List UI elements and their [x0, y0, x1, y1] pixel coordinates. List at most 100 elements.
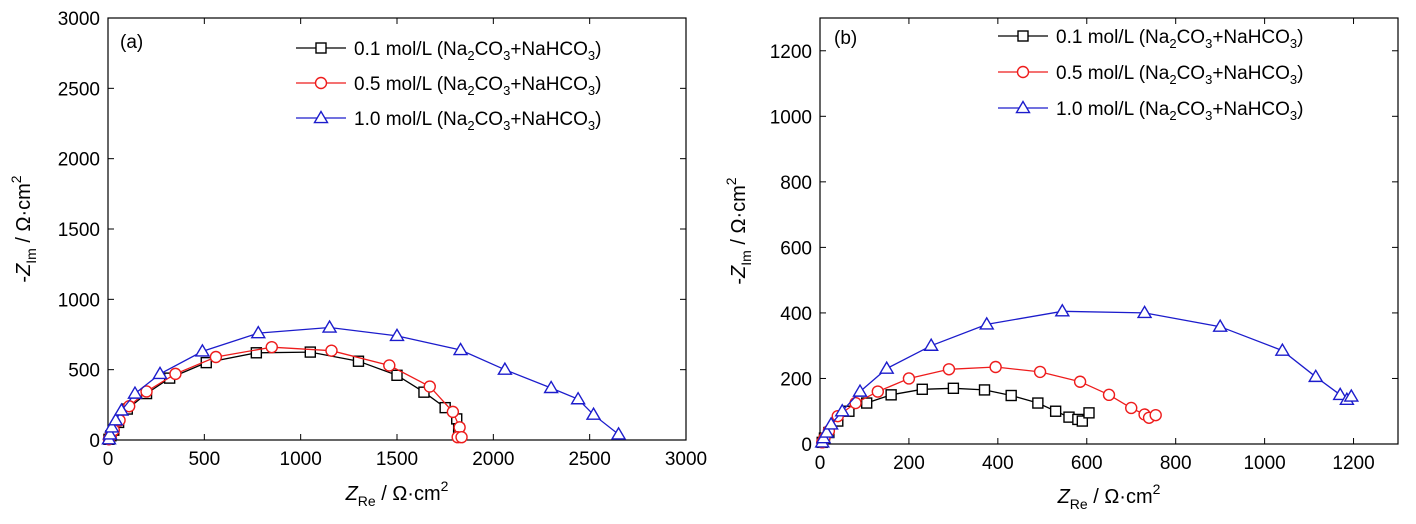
data-point-triangle: [152, 366, 168, 380]
data-point-circle: [1125, 401, 1138, 415]
legend-marker-triangle: [313, 110, 329, 124]
data-point-circle: [1102, 388, 1116, 402]
data-point-circle: [1149, 408, 1162, 422]
data-point-triangle: [1136, 305, 1153, 319]
x-tick-label: 200: [893, 453, 925, 474]
data-point-square: [1076, 415, 1089, 427]
chart-panel-b: 0 200 400 600 800 1000 1200 0 200 400 600 800 1000 12…: [723, 17, 1399, 512]
data-point-square: [1049, 405, 1062, 417]
data-point-triangle: [107, 412, 124, 426]
data-point-square: [1005, 389, 1017, 402]
data-point-triangle: [570, 391, 586, 405]
plot-frame: [819, 17, 1399, 445]
series-circle: [102, 340, 468, 446]
y-axis-title: -ZIm / Ω·cm2: [723, 177, 754, 284]
data-point-square: [1083, 407, 1095, 419]
data-point-triangle: [543, 380, 559, 394]
legend-marker-circle: [314, 76, 328, 90]
chart-panel-a: 0 500 1000 1500 2000 2500 3000 0 500 1000 1500 2000…: [8, 9, 707, 509]
x-tick-label: 1000: [280, 449, 322, 470]
y-tick-label: 600: [780, 238, 812, 259]
y-tick-label: 800: [780, 173, 812, 194]
data-point-triangle: [104, 419, 120, 433]
y-tick-label: 500: [68, 361, 100, 382]
data-point-triangle: [1212, 318, 1228, 332]
data-point-triangle: [878, 360, 895, 374]
data-point-triangle: [194, 343, 211, 357]
data-point-circle: [446, 405, 460, 419]
data-point-triangle: [979, 316, 995, 330]
y-axis-title: -ZIm / Ω·cm2: [8, 175, 39, 282]
data-point-triangle: [1274, 342, 1291, 356]
data-point-triangle: [321, 319, 338, 333]
data-point-circle: [383, 359, 396, 372]
series-triangle: [101, 319, 627, 445]
x-tick-label: 1200: [1332, 453, 1374, 474]
data-point-triangle: [113, 402, 130, 416]
x-tick-label: 0: [815, 453, 826, 474]
data-point-triangle: [585, 406, 602, 420]
y-tick-label: 1000: [58, 290, 100, 311]
panel-label: (a): [120, 32, 143, 53]
x-axis-title: ZRe / Ω·cm2: [1057, 481, 1161, 512]
data-point-circle: [325, 344, 338, 357]
x-tick-label: 600: [1071, 453, 1103, 474]
data-point-triangle: [923, 337, 939, 351]
data-point-square: [978, 384, 991, 396]
data-point-triangle: [250, 325, 267, 339]
data-point-triangle: [610, 426, 627, 440]
data-point-square: [391, 369, 403, 381]
data-point-triangle: [389, 328, 405, 342]
x-axis-title: ZRe / Ω·cm2: [345, 478, 449, 509]
data-point-circle: [455, 430, 468, 444]
x-tick-label: 3000: [665, 449, 707, 470]
y-tick-label: 0: [89, 431, 100, 452]
y-tick-label: 1000: [770, 107, 812, 128]
data-point-triangle: [102, 426, 118, 440]
data-point-square: [250, 347, 263, 359]
data-point-square: [352, 355, 365, 367]
data-point-circle: [1033, 365, 1047, 379]
data-point-circle: [265, 340, 278, 354]
series-line: [108, 351, 460, 440]
data-point-triangle: [1308, 368, 1324, 383]
data-point-circle: [849, 396, 862, 410]
data-point-square: [947, 382, 960, 394]
data-point-circle: [1073, 375, 1087, 388]
data-point-circle: [209, 350, 223, 364]
data-point-circle: [871, 385, 884, 398]
data-point-triangle: [1332, 386, 1348, 401]
data-point-triangle: [1343, 388, 1360, 402]
legend-label: 0.1 mol/L (Na2CO3+NaHCO3): [354, 39, 601, 63]
data-point-square: [1032, 397, 1044, 409]
data-point-circle: [942, 363, 956, 376]
data-point-triangle: [1054, 303, 1071, 317]
data-point-triangle: [127, 385, 143, 399]
x-tick-label: 2500: [569, 449, 611, 470]
data-point-circle: [453, 421, 466, 434]
y-tick-label: 1200: [770, 42, 812, 63]
data-point-triangle: [823, 416, 839, 430]
x-tick-label: 1500: [376, 449, 418, 470]
x-tick-label: 800: [1160, 453, 1192, 474]
data-point-triangle: [452, 342, 469, 356]
y-tick-label: 200: [780, 369, 812, 390]
data-point-circle: [989, 360, 1002, 374]
y-tick-label: 400: [780, 304, 812, 325]
legend-label: 0.1 mol/L (Na2CO3+NaHCO3): [1056, 27, 1303, 51]
legend-marker-square: [315, 42, 327, 54]
legend-marker-triangle: [1015, 100, 1031, 114]
data-point-circle: [423, 380, 436, 393]
y-tick-label: 1500: [58, 220, 100, 241]
legend-label: 0.5 mol/L (Na2CO3+NaHCO3): [354, 74, 601, 98]
x-tick-label: 2000: [472, 449, 514, 470]
legend-label: 1.0 mol/L (Na2CO3+NaHCO3): [1056, 99, 1303, 123]
series-triangle: [814, 303, 1360, 448]
legend-marker-square: [1017, 30, 1029, 42]
data-point-square: [885, 389, 897, 401]
y-tick-label: 0: [801, 435, 812, 456]
data-point-triangle: [834, 403, 850, 417]
y-tick-label: 2500: [58, 79, 100, 100]
data-point-circle: [169, 367, 182, 381]
y-tick-label: 2000: [58, 150, 100, 171]
